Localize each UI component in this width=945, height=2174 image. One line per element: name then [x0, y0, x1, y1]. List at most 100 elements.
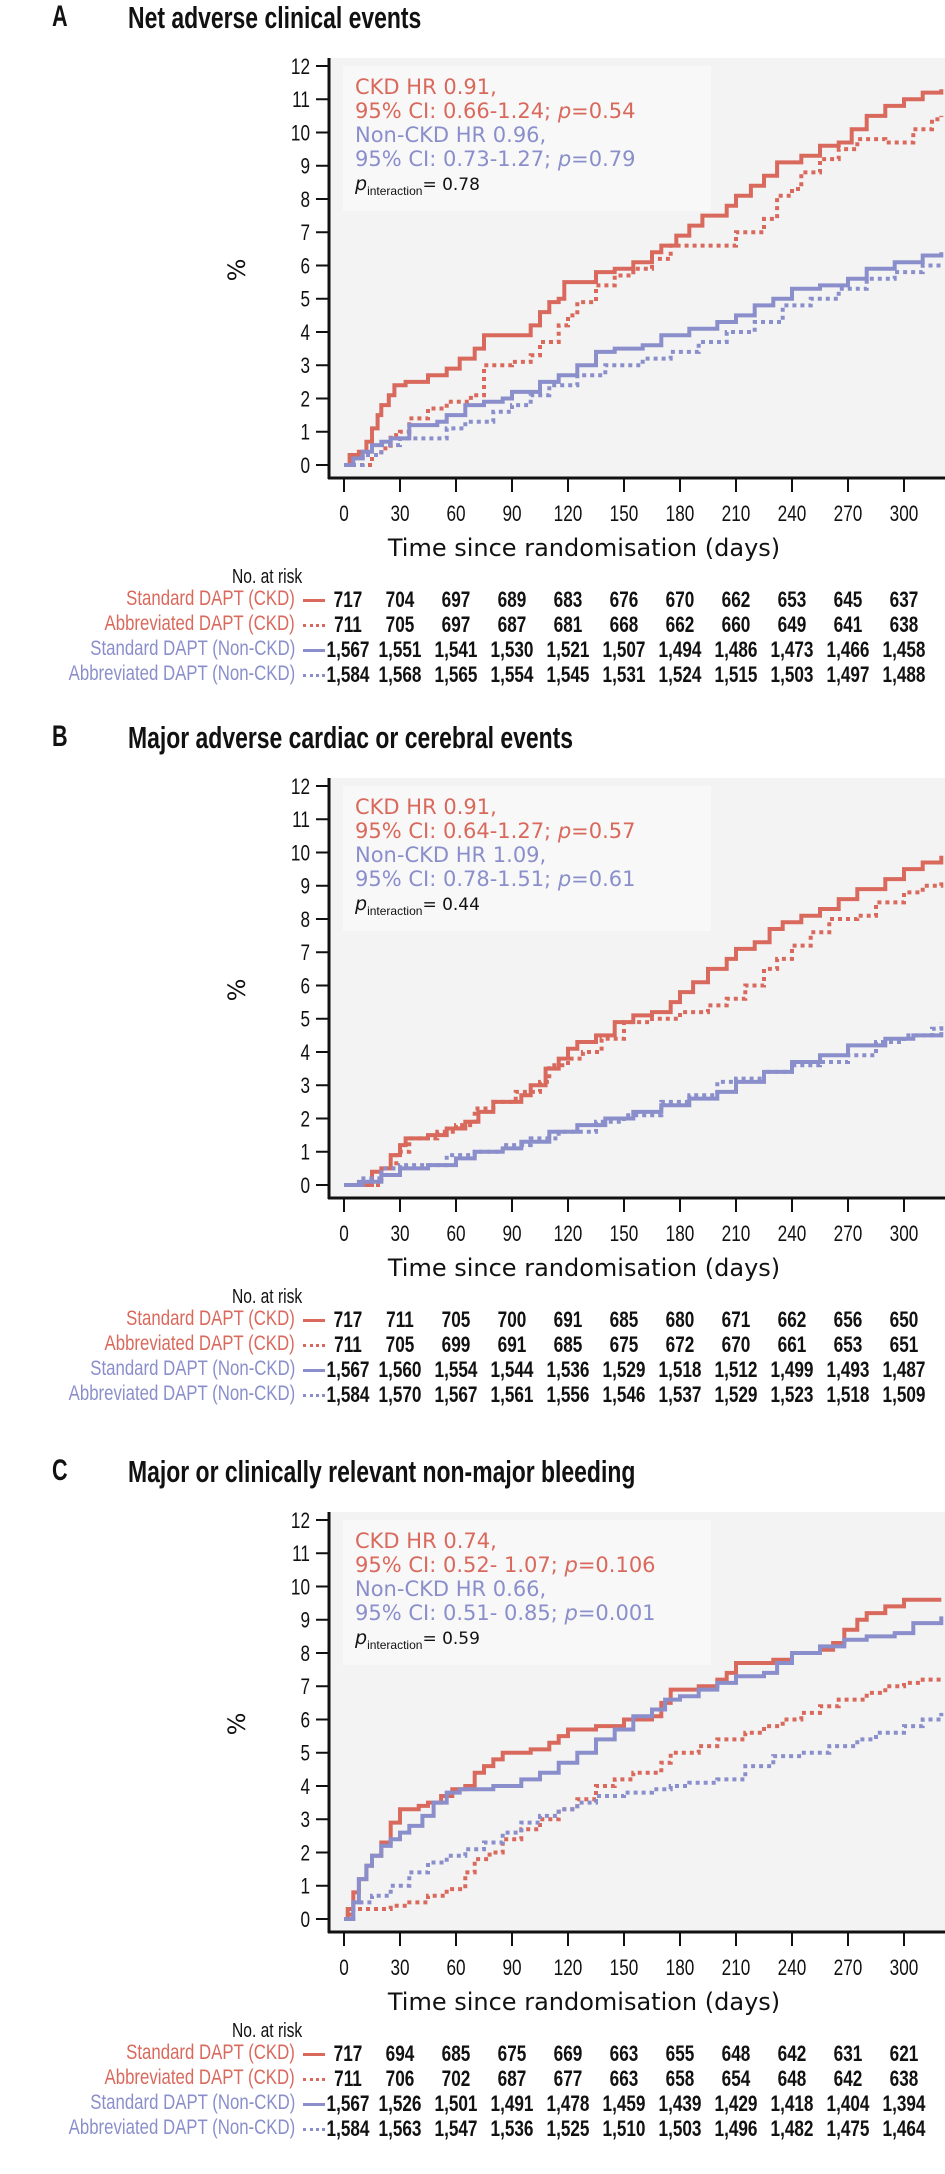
risk-number: 654	[721, 2066, 751, 2091]
risk-number: 681	[553, 612, 583, 637]
inset-text-part: p	[557, 819, 571, 843]
x-axis-title: Time since randomisation (days)	[387, 1254, 780, 1282]
ckd-hr-text: CKD HR 0.91,	[355, 795, 497, 819]
inset-text-part: p	[563, 1553, 577, 1577]
risk-number: 1,429	[714, 2091, 758, 2116]
risk-number: 706	[385, 2066, 415, 2091]
x-tick-label: 60	[446, 1956, 465, 1981]
risk-row-line-sample	[303, 674, 325, 677]
y-tick-label: 10	[291, 122, 310, 147]
risk-row-line-sample	[303, 2078, 325, 2081]
km-curve-abbreviated-dapt-ckd	[344, 115, 944, 467]
km-curve-standard-dapt-non-ckd	[344, 1616, 944, 1921]
y-tick-label: 5	[300, 1742, 310, 1767]
risk-number: 705	[385, 1332, 415, 1357]
x-tick-label: 120	[554, 1222, 583, 1247]
risk-number: 1,518	[658, 1357, 702, 1382]
ckd-hr-text: CKD HR 0.91,	[355, 75, 497, 99]
x-tick-label: 270	[834, 1222, 863, 1247]
risk-number: 1,536	[546, 1357, 590, 1382]
risk-number: 650	[889, 1307, 919, 1332]
risk-number: 649	[777, 612, 807, 637]
y-tick-label: 6	[300, 255, 310, 280]
risk-number: 1,459	[602, 2091, 646, 2116]
y-tick-label: 2	[300, 388, 310, 413]
risk-number: 1,537	[658, 1382, 702, 1407]
y-tick-label: 1	[300, 1141, 310, 1166]
x-tick-label: 300	[890, 1222, 919, 1247]
risk-row-label: Standard DAPT (Non-CKD)	[89, 2091, 295, 2114]
y-axis-title: %	[223, 979, 251, 1002]
risk-row-label: Standard DAPT (CKD)	[126, 2041, 295, 2064]
risk-row-label: Standard DAPT (Non-CKD)	[89, 637, 295, 660]
y-tick-label: 7	[300, 221, 310, 246]
risk-number: 637	[889, 587, 919, 612]
ckd-hr-text: CKD HR 0.74,	[355, 1529, 497, 1553]
y-tick-label: 10	[291, 1576, 310, 1601]
risk-number: 1,570	[378, 1382, 422, 1407]
y-tick-label: 3	[300, 1808, 310, 1833]
risk-number: 717	[333, 2041, 363, 2066]
y-tick-label: 11	[292, 88, 310, 113]
p-value: = 0.44	[422, 895, 480, 915]
risk-number: 1,525	[546, 2116, 590, 2141]
inset-text-part: Non-CKD HR 1.09,	[355, 843, 546, 867]
risk-number: 687	[497, 612, 527, 637]
risk-number: 1,556	[546, 1382, 590, 1407]
risk-number: 694	[385, 2041, 415, 2066]
risk-number: 1,458	[882, 637, 926, 662]
risk-number: 1,554	[490, 662, 534, 687]
risk-table-header: No. at risk	[232, 2020, 303, 2042]
risk-number: 661	[777, 1332, 807, 1357]
risk-row-label: Abbreviated DAPT (CKD)	[104, 612, 295, 635]
risk-number: 1,510	[602, 2116, 646, 2141]
risk-number: 638	[889, 612, 919, 637]
risk-number: 1,488	[882, 662, 926, 687]
x-tick-label: 90	[502, 1956, 521, 1981]
risk-number: 1,494	[658, 637, 702, 662]
risk-number: 1,584	[326, 662, 370, 687]
inset-text-part: Non-CKD HR 0.66,	[355, 1577, 546, 1601]
inset-text-part: =0.001	[578, 1601, 656, 1625]
panel-b: B Major adverse cardiac or cerebral event…	[0, 720, 945, 1440]
y-tick-label: 1	[300, 421, 310, 446]
x-tick-label: 180	[666, 502, 695, 527]
ckd-ci-text: 95% CI: 0.52- 1.07; p=0.106	[355, 1553, 656, 1577]
risk-row-line-sample	[303, 1344, 325, 1347]
risk-number: 670	[721, 1332, 751, 1357]
inset-text-part: p	[563, 1601, 577, 1625]
risk-number: 658	[665, 2066, 695, 2091]
risk-number: 662	[665, 612, 695, 637]
inset-text-part: 95% CI: 0.73-1.27;	[355, 147, 558, 171]
km-curve-abbreviated-dapt-ckd	[344, 882, 944, 1187]
inset-text-part: 95% CI: 0.64-1.27;	[355, 819, 558, 843]
x-tick-label: 0	[339, 1222, 349, 1247]
x-tick-label: 120	[554, 502, 583, 527]
y-tick-label: 5	[300, 1008, 310, 1033]
panel-a: A Net adverse clinical events CKD HR 0.91,…	[0, 0, 945, 720]
km-curve-standard-dapt-non-ckd	[344, 1032, 944, 1187]
risk-number: 645	[833, 587, 863, 612]
risk-number: 685	[553, 1332, 583, 1357]
risk-number: 1,524	[658, 662, 702, 687]
risk-number: 697	[441, 612, 471, 637]
risk-number: 1,503	[658, 2116, 702, 2141]
y-tick-label: 0	[300, 1908, 310, 1933]
stats-inset: CKD HR 0.91,95% CI: 0.66-1.24; p=0.54Non…	[343, 66, 711, 211]
y-tick-label: 12	[291, 1509, 310, 1534]
risk-number: 717	[333, 1307, 363, 1332]
risk-number: 680	[665, 1307, 695, 1332]
risk-number: 702	[441, 2066, 471, 2091]
y-tick-label: 6	[300, 975, 310, 1000]
risk-number: 1,404	[826, 2091, 870, 2116]
risk-number: 1,515	[714, 662, 758, 687]
risk-row-label: Standard DAPT (Non-CKD)	[89, 1357, 295, 1380]
risk-number: 1,418	[770, 2091, 814, 2116]
risk-number: 704	[385, 587, 415, 612]
curves	[344, 855, 944, 1187]
stats-inset: CKD HR 0.91,95% CI: 0.64-1.27; p=0.57Non…	[343, 786, 711, 931]
risk-number: 1,466	[826, 637, 870, 662]
risk-number: 1,568	[378, 662, 422, 687]
risk-row-label: Abbreviated DAPT (Non-CKD)	[68, 2116, 295, 2139]
risk-row-label: Abbreviated DAPT (Non-CKD)	[68, 662, 295, 685]
